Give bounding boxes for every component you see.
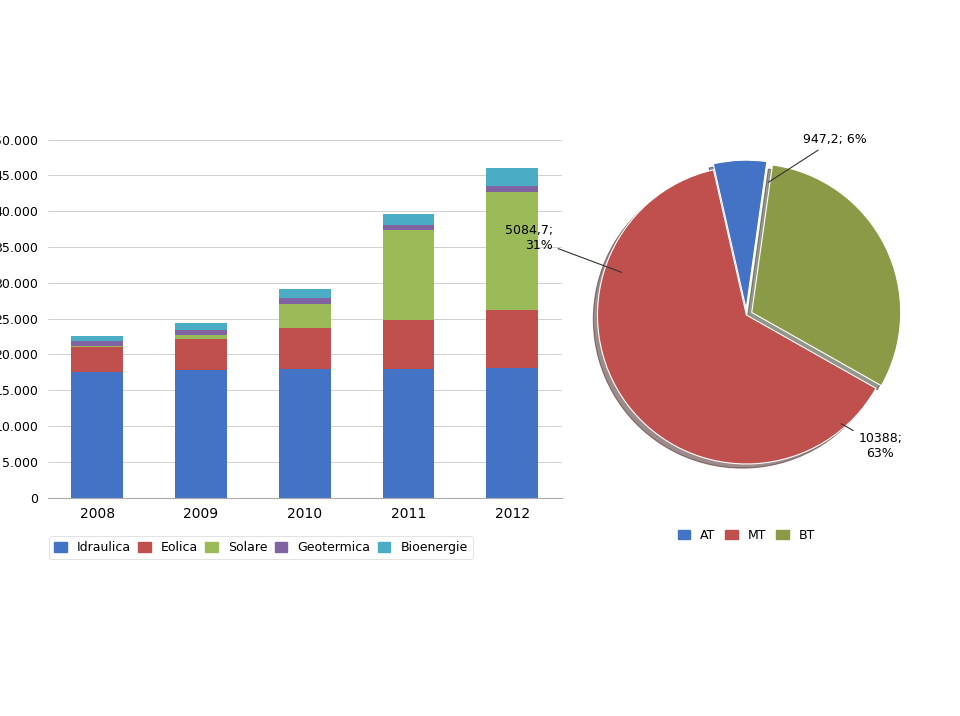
Bar: [71, 347, 123, 372]
Bar: [383, 369, 435, 498]
Bar: [383, 214, 435, 225]
Bar: [383, 320, 435, 369]
Bar: [175, 329, 227, 335]
Wedge shape: [713, 160, 767, 309]
Bar: [487, 310, 539, 368]
Bar: [278, 298, 331, 304]
Bar: [278, 289, 331, 298]
Bar: [71, 346, 123, 347]
Legend: Idraulica, Eolica, Solare, Geotermica, Bioenergie: Idraulica, Eolica, Solare, Geotermica, B…: [49, 536, 472, 559]
Bar: [175, 370, 227, 498]
Wedge shape: [752, 165, 900, 386]
Bar: [175, 322, 227, 329]
Bar: [71, 341, 123, 346]
Bar: [175, 339, 227, 370]
Bar: [383, 230, 435, 320]
Bar: [487, 168, 539, 186]
Wedge shape: [597, 170, 876, 464]
Bar: [383, 225, 435, 230]
Bar: [175, 335, 227, 339]
Bar: [487, 192, 539, 310]
Bar: [278, 369, 331, 498]
Bar: [487, 186, 539, 192]
Bar: [278, 304, 331, 328]
Bar: [71, 372, 123, 498]
Legend: AT, MT, BT: AT, MT, BT: [673, 524, 820, 547]
Text: 947,2; 6%: 947,2; 6%: [768, 132, 867, 183]
Text: 5084,7;
31%: 5084,7; 31%: [505, 223, 622, 272]
Bar: [487, 368, 539, 498]
Text: 10388;
63%: 10388; 63%: [841, 424, 902, 460]
Bar: [71, 336, 123, 341]
Bar: [278, 328, 331, 369]
